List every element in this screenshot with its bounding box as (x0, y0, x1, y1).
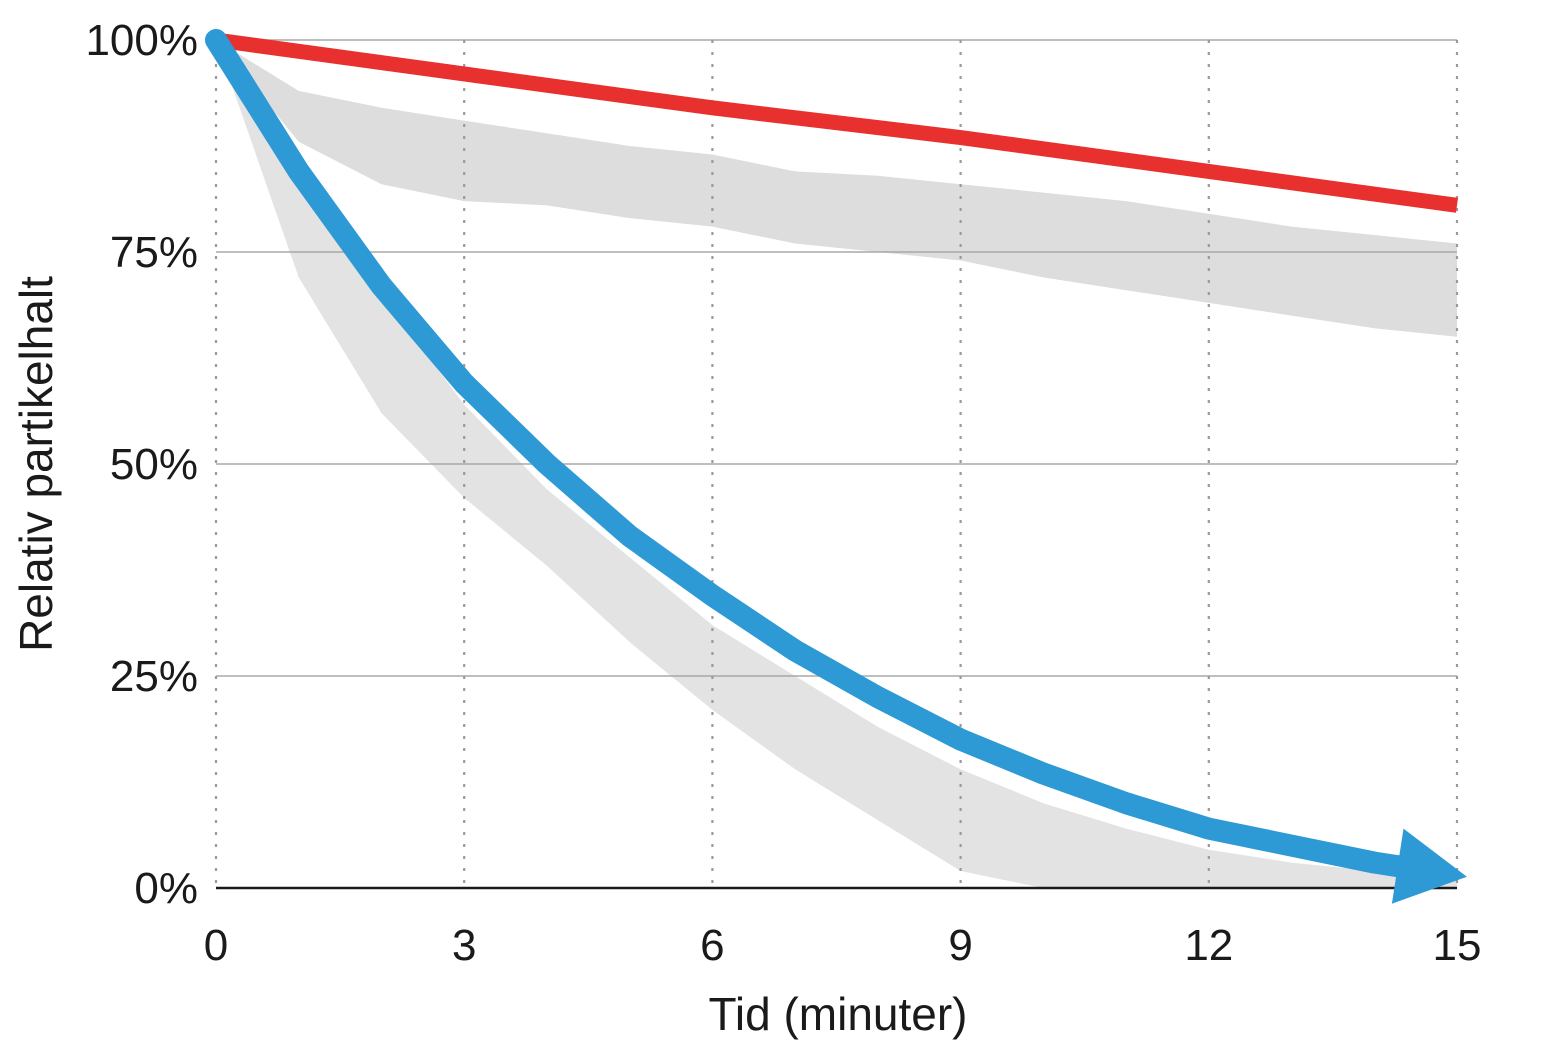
x-tick-label: 9 (948, 921, 972, 970)
band-0 (216, 40, 1457, 337)
series-1-line (205, 29, 1413, 878)
y-tick-label: 75% (110, 228, 198, 277)
x-tick-label: 0 (204, 921, 228, 970)
x-tick-label: 3 (452, 921, 476, 970)
x-tick-label: 6 (700, 921, 724, 970)
tick-labels: 0% 25% 50% 75% 100% 0 3 6 9 12 15 (85, 16, 1481, 970)
x-tick-label: 15 (1433, 921, 1482, 970)
series-lines (205, 29, 1467, 904)
y-tick-label: 50% (110, 440, 198, 489)
y-tick-label: 0% (134, 864, 198, 913)
y-tick-label: 100% (85, 16, 198, 65)
series-1-arrowhead (1391, 828, 1467, 904)
y-tick-label: 25% (110, 652, 198, 701)
y-axis-title: Relativ partikelhalt (10, 276, 62, 652)
x-tick-label: 12 (1184, 921, 1233, 970)
series-0-line (214, 32, 1459, 213)
x-axis-title: Tid (minuter) (709, 988, 968, 1040)
